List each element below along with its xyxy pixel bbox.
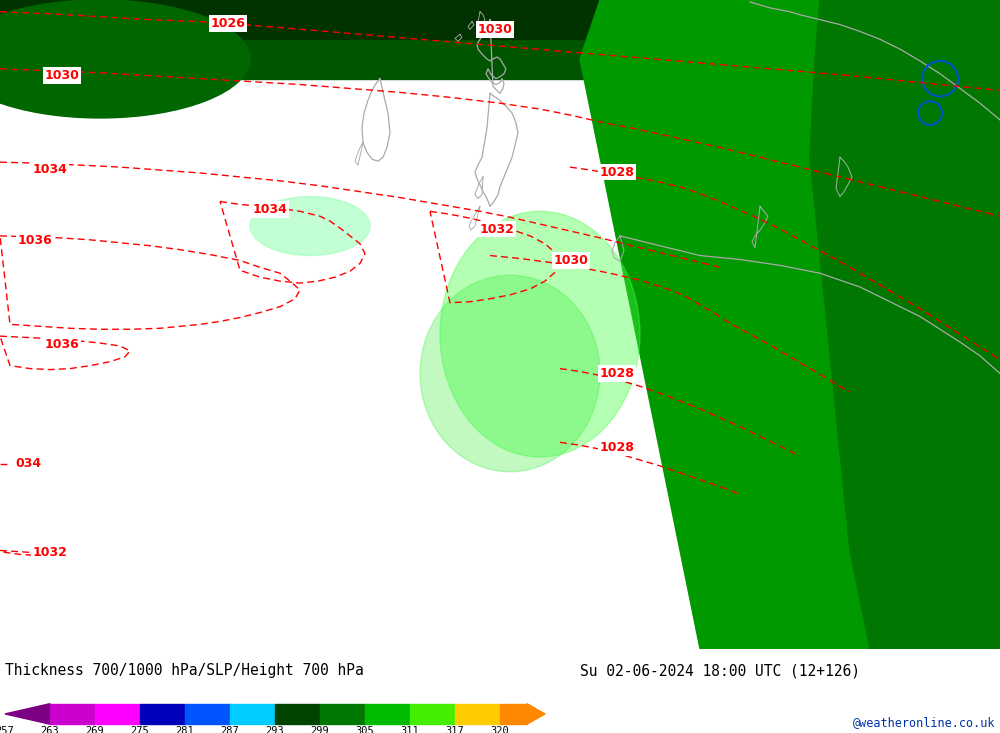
Ellipse shape — [440, 211, 640, 457]
Text: 1036: 1036 — [45, 337, 79, 350]
Bar — [185, 704, 230, 724]
Text: @weatheronline.co.uk: @weatheronline.co.uk — [852, 716, 995, 729]
Bar — [95, 704, 140, 724]
Text: 1028: 1028 — [600, 367, 634, 380]
Polygon shape — [527, 704, 545, 724]
Text: 320: 320 — [491, 726, 509, 733]
Text: 1032: 1032 — [33, 546, 67, 559]
Text: 299: 299 — [311, 726, 329, 733]
Text: 034: 034 — [15, 457, 41, 471]
Text: 1032: 1032 — [480, 223, 514, 235]
Ellipse shape — [250, 196, 370, 256]
Text: Thickness 700/1000 hPa/SLP/Height 700 hPa: Thickness 700/1000 hPa/SLP/Height 700 hP… — [5, 663, 364, 678]
Text: 311: 311 — [401, 726, 419, 733]
Text: 1030: 1030 — [554, 254, 588, 267]
Text: 269: 269 — [86, 726, 104, 733]
Bar — [0, 0, 1000, 78]
Text: Su 02-06-2024 18:00 UTC (12+126): Su 02-06-2024 18:00 UTC (12+126) — [580, 663, 860, 678]
Text: 287: 287 — [221, 726, 239, 733]
Text: 1034: 1034 — [253, 203, 287, 216]
Bar — [0, 0, 1000, 40]
Polygon shape — [810, 0, 1000, 649]
Text: 1036: 1036 — [18, 235, 52, 247]
Bar — [500, 704, 527, 724]
Bar — [320, 704, 365, 724]
Text: 1030: 1030 — [45, 69, 79, 82]
Ellipse shape — [0, 0, 250, 118]
Text: 1026: 1026 — [211, 17, 245, 30]
Text: 305: 305 — [356, 726, 374, 733]
Bar — [50, 704, 95, 724]
Bar — [410, 704, 455, 724]
Text: 1028: 1028 — [600, 441, 634, 454]
Text: 275: 275 — [131, 726, 149, 733]
Ellipse shape — [420, 275, 600, 472]
Polygon shape — [5, 704, 50, 724]
Text: 293: 293 — [266, 726, 284, 733]
Text: 317: 317 — [446, 726, 464, 733]
Bar — [230, 704, 275, 724]
Polygon shape — [580, 0, 1000, 649]
Text: 1030: 1030 — [478, 23, 512, 36]
Text: 1028: 1028 — [600, 166, 634, 179]
Bar — [455, 704, 500, 724]
Bar — [365, 704, 410, 724]
Bar — [275, 704, 320, 724]
Bar — [140, 704, 185, 724]
Text: 257: 257 — [0, 726, 14, 733]
Text: 281: 281 — [176, 726, 194, 733]
Text: 263: 263 — [41, 726, 59, 733]
Text: 1034: 1034 — [33, 163, 67, 176]
